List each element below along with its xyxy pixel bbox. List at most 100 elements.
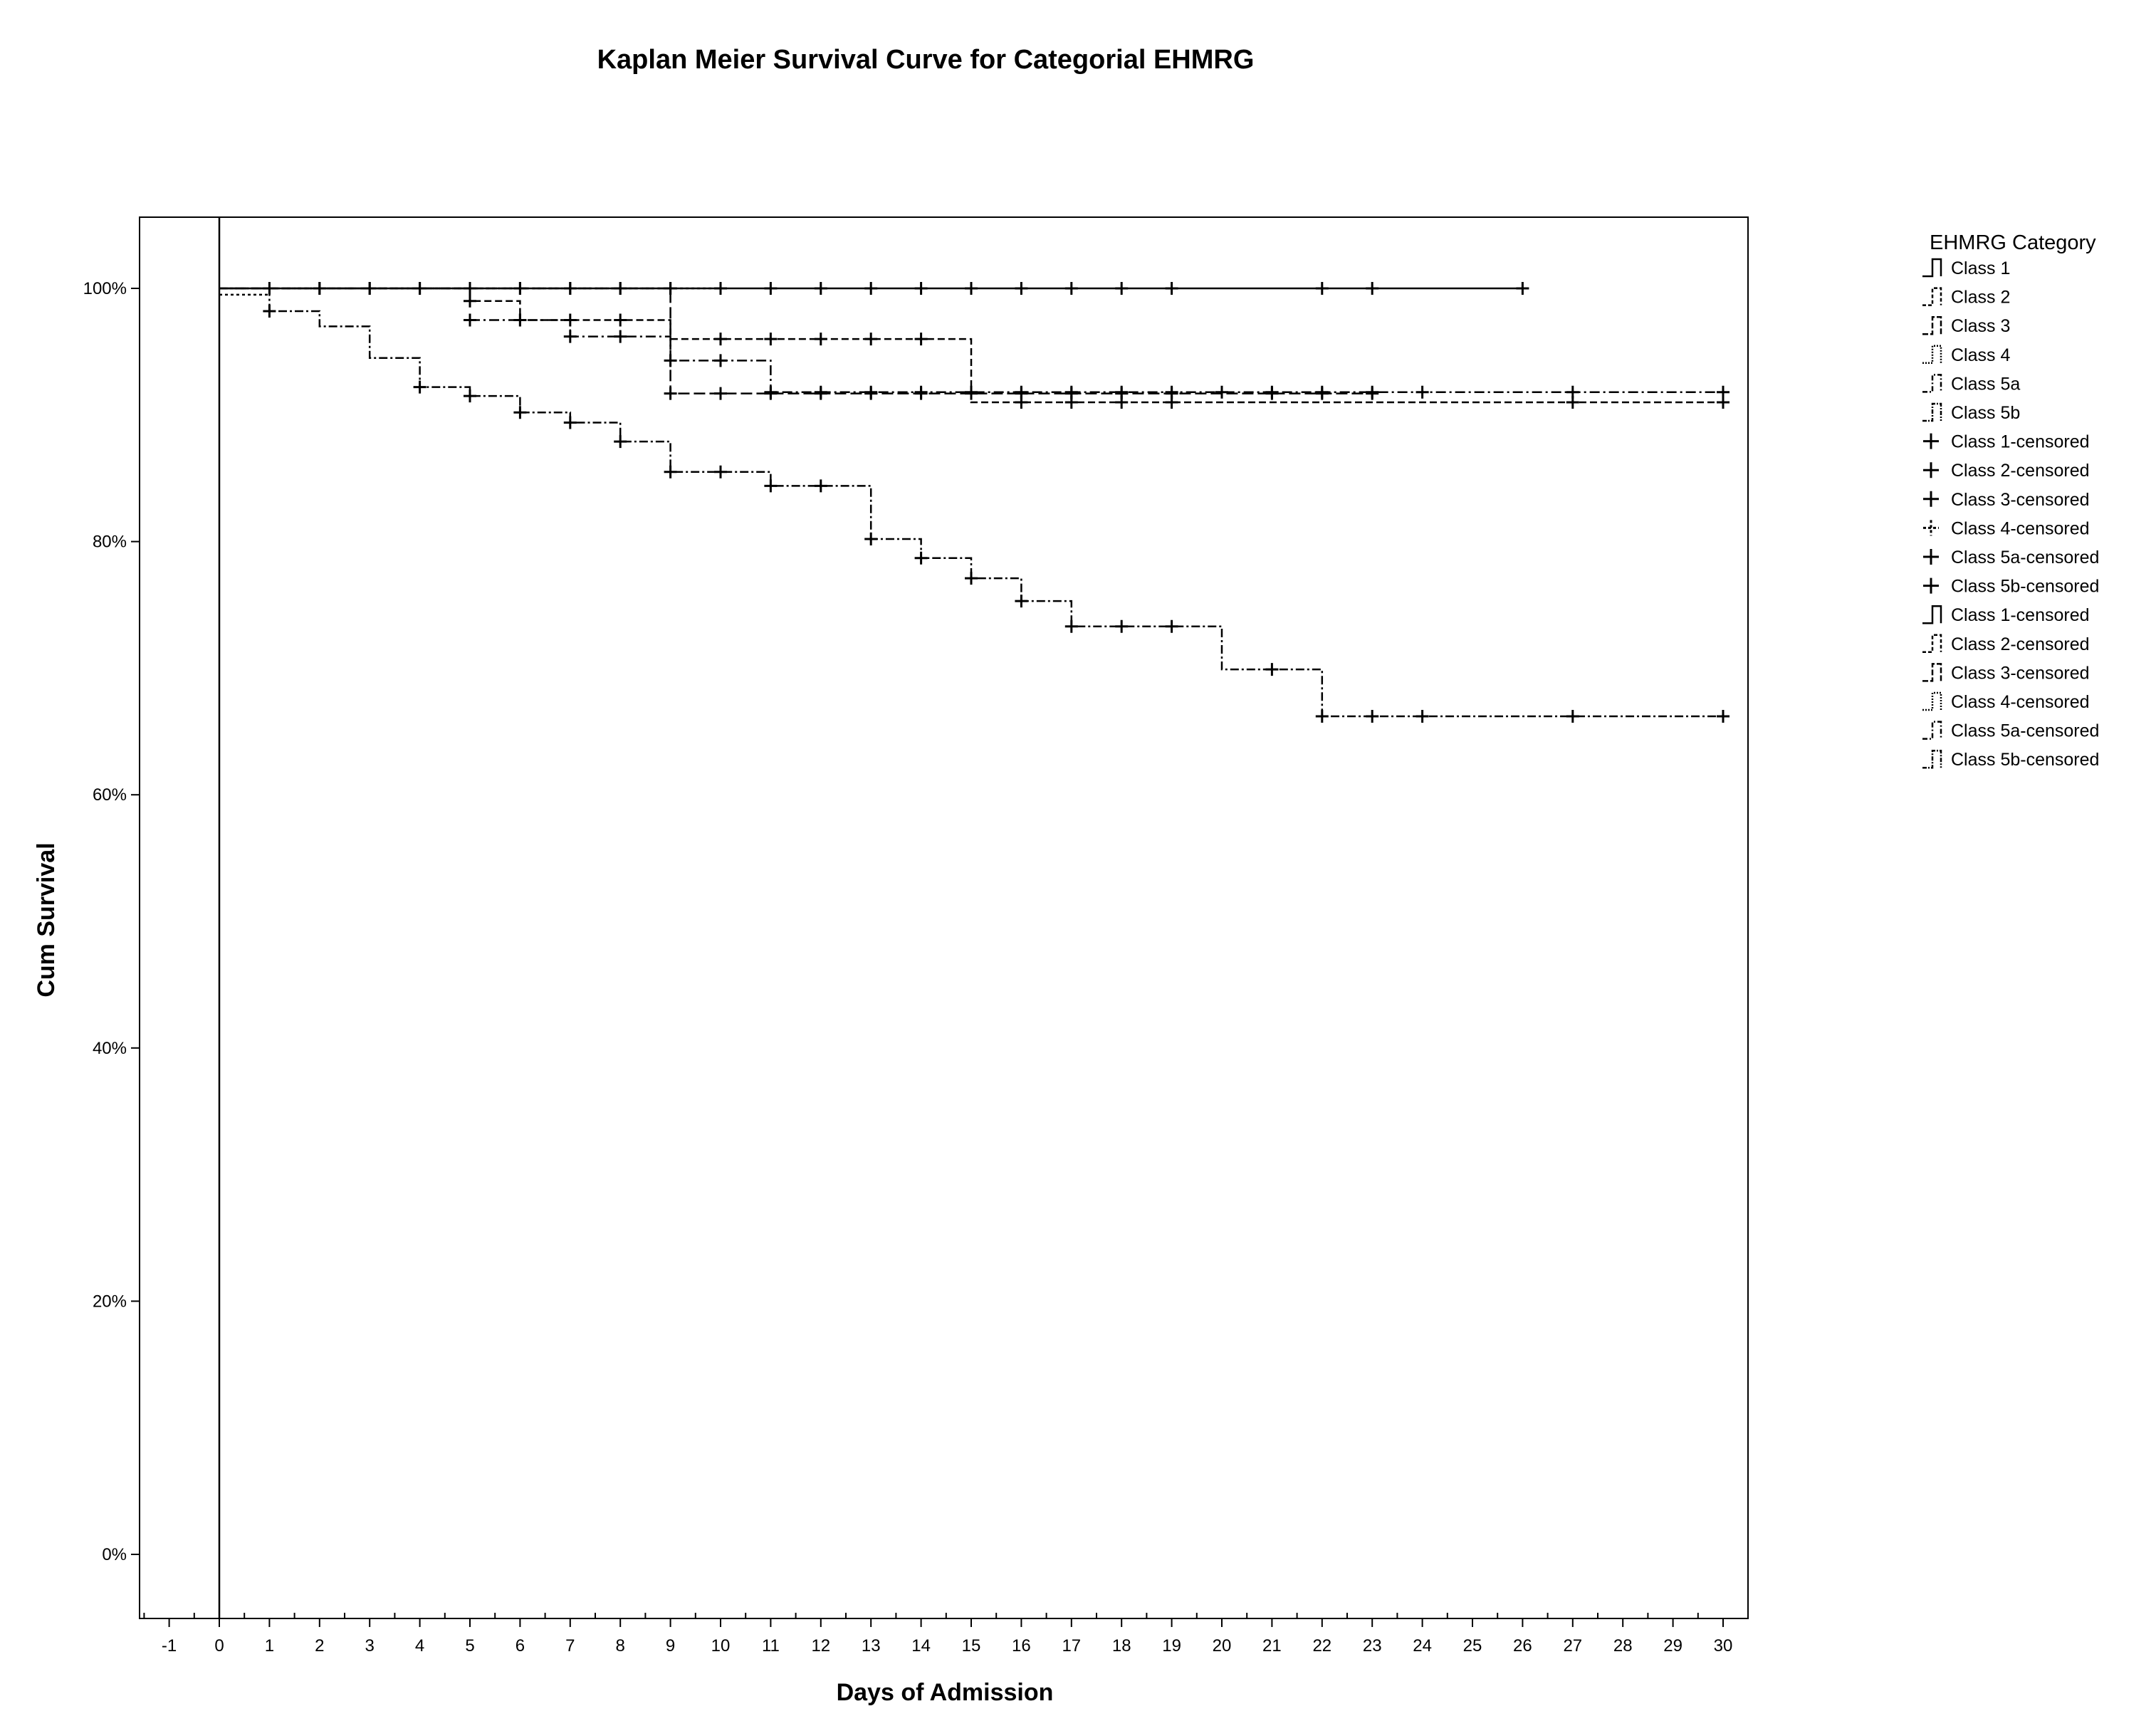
legend-label: Class 5b-censored <box>1951 750 2099 770</box>
censor-mark-class-5a <box>714 354 727 367</box>
censor-mark-class-5b <box>1015 595 1028 608</box>
x-tick-label: 27 <box>1563 1636 1582 1655</box>
x-tick-label: 21 <box>1262 1636 1282 1655</box>
x-tick-label: 23 <box>1363 1636 1382 1655</box>
legend-swatch <box>1922 258 1942 278</box>
censor-mark-class-5b <box>464 389 476 403</box>
censor-mark-class-4 <box>513 282 527 295</box>
censor-mark-class-5a <box>664 354 677 367</box>
censor-mark-class-4 <box>664 282 677 295</box>
censor-mark-class-1 <box>1165 282 1178 295</box>
legend-marker <box>1923 577 1939 594</box>
censor-mark-class-1 <box>1015 282 1028 295</box>
chart-title: Kaplan Meier Survival Curve for Categori… <box>597 45 1255 75</box>
censor-mark-class-5b <box>864 533 878 546</box>
legend-item: Class 2 <box>1922 287 2010 308</box>
censor-mark-class-5a <box>1115 385 1129 399</box>
survival-curves <box>219 282 1729 723</box>
legend-title: EHMRG Category <box>1930 231 2096 254</box>
x-tick-label: 20 <box>1213 1636 1232 1655</box>
censor-mark-class-5a <box>1265 385 1279 399</box>
x-tick-label: 28 <box>1613 1636 1633 1655</box>
censor-mark-class-2 <box>764 333 778 346</box>
censor-mark-class-5a <box>864 385 878 399</box>
plot-frame <box>139 216 1749 1619</box>
censor-mark-class-1 <box>1516 282 1529 295</box>
x-tick-label: 2 <box>315 1636 324 1655</box>
legend-item: Class 1-censored <box>1922 605 2090 625</box>
x-tick-label: 9 <box>666 1636 675 1655</box>
y-tick-label: 20% <box>93 1292 127 1311</box>
y-axis: 0% 20% 40% 60% 80% 100% <box>83 279 140 1564</box>
legend-label: Class 5a-censored <box>1951 721 2099 741</box>
censor-mark-class-2 <box>864 333 878 346</box>
legend-item: Class 1 <box>1922 258 2010 278</box>
y-tick-label: 60% <box>93 785 127 805</box>
legend-label: Class 4-censored <box>1951 518 2090 538</box>
series-class-5a <box>464 313 1729 399</box>
series-class-5b <box>219 287 1729 723</box>
censor-mark-class-5b <box>513 406 527 419</box>
censor-mark-class-1 <box>864 282 878 295</box>
legend-swatch <box>1922 721 1942 740</box>
censor-mark-class-2 <box>814 333 827 346</box>
curve-class-5b <box>219 287 1723 718</box>
y-tick-label: 80% <box>93 533 127 552</box>
legend-label: Class 5a <box>1951 374 2020 394</box>
legend-label: Class 2 <box>1951 288 2010 308</box>
censor-mark-class-5a <box>464 313 476 327</box>
x-tick-label: 10 <box>711 1636 731 1655</box>
legend-swatch <box>1922 605 1942 624</box>
censor-mark-class-5a <box>1165 385 1178 399</box>
censor-mark-class-1 <box>1115 282 1129 295</box>
legend-items: Class 1 Class 2 Class 3 Class 4 Class 5a Clas… <box>1922 258 2099 770</box>
legend-label: Class 5b-censored <box>1951 577 2099 597</box>
legend-label: Class 4-censored <box>1951 692 2090 712</box>
censor-mark-class-2 <box>714 333 727 346</box>
censor-mark-class-5b <box>1415 709 1429 723</box>
x-tick-label: -1 <box>162 1636 177 1655</box>
x-tick-label: 15 <box>962 1636 981 1655</box>
legend-marker <box>1923 491 1939 507</box>
censor-mark-class-5a <box>965 385 978 399</box>
legend-marker <box>1923 462 1939 478</box>
legend-label: Class 3-censored <box>1951 490 2090 510</box>
x-tick-label: 13 <box>862 1636 881 1655</box>
x-tick-label: 17 <box>1062 1636 1081 1655</box>
censor-mark-class-5a <box>1064 385 1078 399</box>
censor-mark-class-5a <box>1015 385 1028 399</box>
legend-swatch <box>1922 749 1942 769</box>
legend-label: Class 5b <box>1951 403 2020 423</box>
x-tick-label: 6 <box>516 1636 525 1655</box>
x-tick-label: 30 <box>1714 1636 1733 1655</box>
legend-label: Class 5a-censored <box>1951 548 2099 567</box>
legend-swatch <box>1922 374 1942 393</box>
censor-mark-class-5b <box>614 435 627 449</box>
legend-item: Class 5b <box>1922 402 2020 423</box>
censor-mark-class-5b <box>1165 619 1178 633</box>
x-tick-label: 14 <box>911 1636 931 1655</box>
y-tick-label: 0% <box>102 1545 127 1564</box>
censor-mark-class-5a <box>1566 385 1579 399</box>
x-tick-label: 0 <box>214 1636 224 1655</box>
censor-mark-class-5a <box>764 385 778 399</box>
censor-mark-class-1 <box>764 282 778 295</box>
y-tick-label: 100% <box>83 279 127 298</box>
censor-mark-class-2 <box>464 294 476 308</box>
legend-label: Class 3 <box>1951 316 2010 336</box>
x-tick-label: 16 <box>1012 1636 1031 1655</box>
x-tick-label: 3 <box>365 1636 375 1655</box>
censor-mark-class-5b <box>1566 709 1579 723</box>
legend-swatch <box>1922 402 1942 422</box>
legend-item: Class 5b-censored <box>1922 749 2099 770</box>
legend-item: Class 5b-censored <box>1923 577 2099 597</box>
censor-mark-class-4 <box>413 282 427 295</box>
censor-mark-class-1 <box>814 282 827 295</box>
legend-swatch <box>1922 315 1942 335</box>
x-tick-label: 4 <box>415 1636 424 1655</box>
censor-mark-class-4 <box>714 282 727 295</box>
x-tick-label: 22 <box>1312 1636 1331 1655</box>
legend-item: Class 5a <box>1922 374 2020 394</box>
y-tick-label: 40% <box>93 1039 127 1058</box>
legend-label: Class 1 <box>1951 258 2010 278</box>
